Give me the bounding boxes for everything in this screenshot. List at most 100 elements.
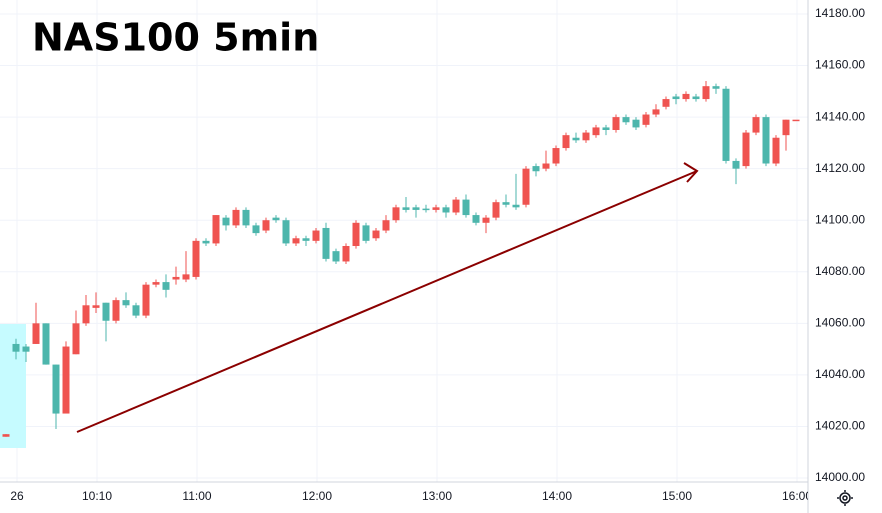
candle-body <box>492 202 500 218</box>
candle-body <box>112 300 120 321</box>
candle-body <box>572 137 580 141</box>
grid <box>0 0 808 482</box>
candle-body <box>382 220 390 231</box>
y-tick-label: 14100.00 <box>815 212 865 226</box>
candle-body <box>552 148 560 164</box>
candle-body <box>662 99 670 107</box>
candle-body <box>152 282 160 285</box>
candle-body <box>702 86 710 100</box>
candle-body <box>312 230 320 241</box>
candle-body <box>632 119 640 128</box>
candle-body <box>782 119 790 136</box>
x-axis: 26 10:10 11:00 12:00 13:00 14:00 15:00 16:00 <box>10 489 812 503</box>
candles <box>2 81 800 437</box>
candle-body <box>752 117 760 133</box>
x-tick-label: 15:00 <box>662 489 692 503</box>
y-tick-label: 14120.00 <box>815 161 865 175</box>
y-tick-label: 14040.00 <box>815 367 865 381</box>
candle-body <box>322 227 330 259</box>
candle-body <box>792 119 800 122</box>
x-tick-label: 12:00 <box>302 489 332 503</box>
candle-body <box>612 117 620 130</box>
candle-body <box>672 96 680 100</box>
settings-icon[interactable] <box>837 490 853 506</box>
candle-body <box>692 96 700 100</box>
highlight-zone <box>0 324 26 448</box>
candle-body <box>602 127 610 130</box>
candle-body <box>22 346 30 352</box>
candle-body <box>282 220 290 244</box>
candle-body <box>392 207 400 221</box>
trend-arrow <box>76 162 699 433</box>
candle-body <box>92 305 100 308</box>
candle-body <box>342 246 350 262</box>
candle-body <box>372 230 380 239</box>
candle-body <box>482 217 490 223</box>
candle-body <box>292 238 300 244</box>
candle-body <box>82 305 90 324</box>
x-tick-label: 14:00 <box>542 489 572 503</box>
candle-body <box>192 240 200 277</box>
candle-body <box>442 207 450 213</box>
candle-body <box>352 222 360 246</box>
candle-body <box>772 137 780 164</box>
candle-body <box>592 127 600 136</box>
candle-body <box>72 323 80 355</box>
candle-body <box>302 238 310 241</box>
candle-body <box>162 282 170 290</box>
candle-body <box>422 208 430 211</box>
candle-body <box>182 274 190 280</box>
candle-body <box>522 168 530 205</box>
candle-body <box>742 132 750 167</box>
chart-title: NAS100 5min <box>32 16 319 60</box>
y-tick-label: 14060.00 <box>815 316 865 330</box>
y-axis: 14000.00 14020.00 14040.00 14060.00 14080.00… <box>815 6 865 484</box>
candle-body <box>502 202 510 205</box>
candle-body <box>682 93 690 100</box>
y-tick-label: 14160.00 <box>815 58 865 72</box>
x-tick-label: 16:00 <box>782 489 812 503</box>
candle-body <box>242 209 250 226</box>
candle-body <box>212 215 220 244</box>
y-tick-label: 14180.00 <box>815 6 865 20</box>
x-tick-label: 26 <box>10 489 24 503</box>
x-tick-label: 10:10 <box>82 489 112 503</box>
candle-body <box>272 217 280 221</box>
candle-body <box>122 300 130 306</box>
candle-body <box>52 364 60 414</box>
candle-body <box>32 323 40 344</box>
candle-body <box>142 284 150 316</box>
y-tick-label: 14140.00 <box>815 109 865 123</box>
candle-body <box>472 215 480 223</box>
candle-body <box>642 114 650 125</box>
candle-body <box>562 135 570 149</box>
candle-body <box>232 209 240 226</box>
candle-body <box>512 204 520 208</box>
candle-body <box>62 346 70 414</box>
candle-body <box>42 323 50 365</box>
candle-body <box>622 117 630 123</box>
candle-body <box>582 132 590 141</box>
candle-body <box>202 240 210 244</box>
x-tick-label: 11:00 <box>182 489 211 503</box>
candle-body <box>132 305 140 316</box>
candle-body <box>412 207 420 210</box>
candle-body <box>762 117 770 164</box>
y-tick-label: 14080.00 <box>815 264 865 278</box>
candle-body <box>652 109 660 115</box>
candle-body <box>712 86 720 89</box>
y-tick-label: 14020.00 <box>815 419 865 433</box>
candle-body <box>452 199 460 213</box>
candle-body <box>722 88 730 161</box>
candle-body <box>402 207 410 210</box>
candle-body <box>332 251 340 262</box>
candle-body <box>732 160 740 169</box>
candle-body <box>462 199 470 216</box>
candle-body <box>262 220 270 231</box>
candle-body <box>362 225 370 241</box>
candle-body <box>222 217 230 226</box>
candle-body <box>172 276 180 280</box>
candle-body <box>432 207 440 210</box>
candle-body <box>252 225 260 234</box>
